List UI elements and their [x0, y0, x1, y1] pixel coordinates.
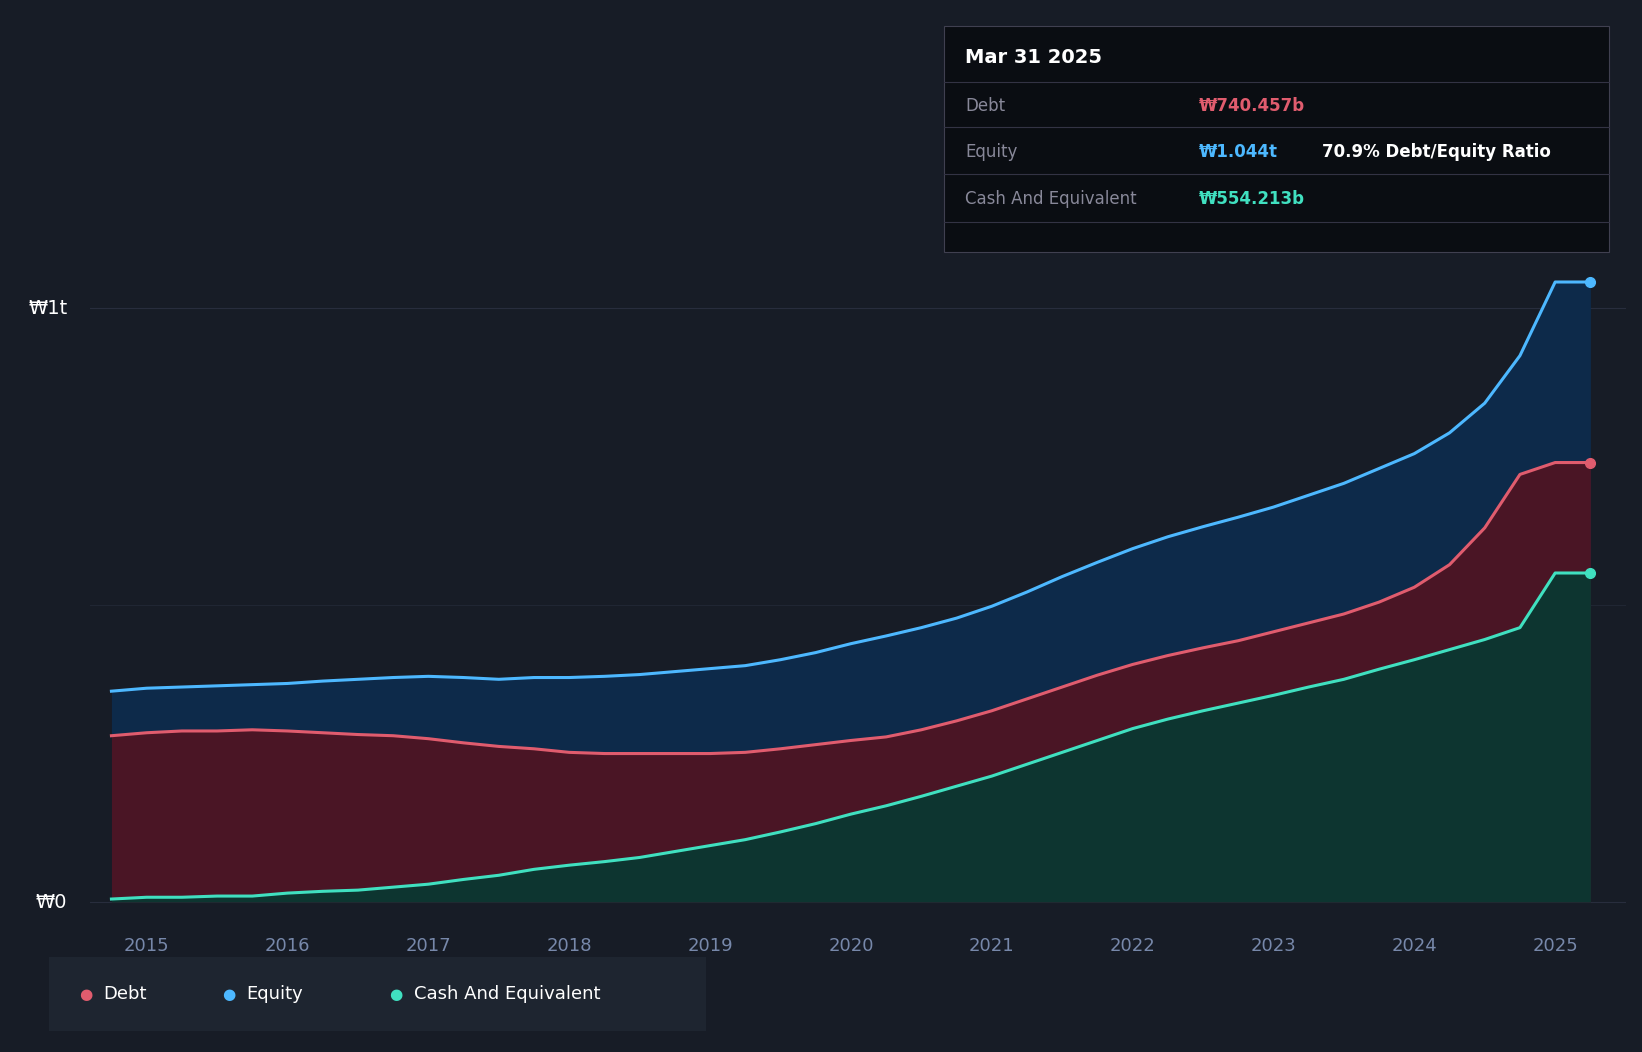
Text: Cash And Equivalent: Cash And Equivalent — [965, 190, 1138, 208]
Text: ●: ● — [389, 987, 402, 1002]
Text: ₩554.213b: ₩554.213b — [1199, 190, 1305, 208]
Text: Equity: Equity — [965, 143, 1018, 161]
Text: ₩0: ₩0 — [36, 892, 67, 911]
Text: Debt: Debt — [103, 985, 146, 1004]
Text: ●: ● — [222, 987, 235, 1002]
Text: Cash And Equivalent: Cash And Equivalent — [414, 985, 601, 1004]
Text: ₩740.457b: ₩740.457b — [1199, 98, 1305, 116]
Text: 70.9% Debt/Equity Ratio: 70.9% Debt/Equity Ratio — [1322, 143, 1550, 161]
Text: ₩1.044t: ₩1.044t — [1199, 143, 1277, 161]
Text: ●: ● — [79, 987, 92, 1002]
Text: Equity: Equity — [246, 985, 304, 1004]
Text: ₩1t: ₩1t — [28, 299, 67, 318]
Text: Mar 31 2025: Mar 31 2025 — [965, 47, 1102, 66]
Text: Debt: Debt — [965, 98, 1005, 116]
